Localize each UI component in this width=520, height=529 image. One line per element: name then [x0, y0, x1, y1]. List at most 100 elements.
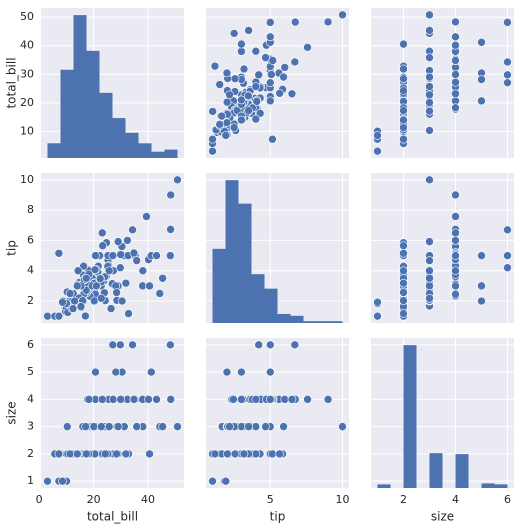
scatter-point — [76, 302, 86, 311]
histogram-bar — [429, 453, 443, 488]
scatter-point — [113, 237, 123, 246]
y-tick-label: 6 — [27, 338, 34, 351]
scatter-point — [91, 367, 100, 377]
scatter-point — [230, 449, 240, 459]
scatter-point — [280, 63, 290, 72]
histogram-bar — [125, 132, 139, 158]
scatter-point — [58, 476, 67, 486]
panel — [206, 8, 349, 158]
x-tick-label: 4 — [452, 493, 459, 506]
scatter-point — [116, 395, 125, 404]
x-tick-label: 0 — [36, 493, 43, 506]
scatter-point — [425, 237, 434, 246]
panel — [371, 338, 514, 488]
scatter-point — [106, 304, 116, 313]
scatter-point — [145, 281, 154, 291]
scatter-point — [399, 86, 408, 95]
y-tick-label: 3 — [27, 420, 34, 433]
scatter-point — [265, 32, 275, 42]
panel — [41, 8, 184, 159]
scatter-point — [123, 236, 132, 245]
y-tick-label: 50 — [20, 10, 34, 23]
scatter-point — [268, 449, 277, 459]
scatter-point — [251, 46, 261, 56]
scatter-point — [100, 449, 110, 459]
y-tick-label: 6 — [27, 233, 34, 246]
scatter-point — [173, 175, 182, 185]
scatter-point — [323, 395, 333, 404]
scatter-point — [215, 120, 225, 129]
scatter-point — [477, 296, 486, 306]
histogram-bar — [73, 15, 87, 159]
scatter-point — [111, 367, 121, 377]
x-axis-label: size — [431, 510, 454, 524]
histogram-bar — [151, 151, 165, 158]
scatter-point — [166, 395, 176, 404]
scatter-point — [503, 18, 512, 27]
panel — [206, 338, 349, 488]
scatter-point — [323, 17, 333, 27]
x-axis-label: total_bill — [87, 510, 138, 524]
x-tick-label: 5 — [267, 493, 274, 506]
scatter-point — [54, 249, 64, 258]
y-axis-label: tip — [5, 240, 19, 256]
panel — [371, 173, 514, 323]
y-axis-label: total_bill — [5, 57, 19, 108]
scatter-point — [261, 422, 270, 431]
scatter-point — [144, 395, 153, 404]
scatter-point — [268, 134, 277, 144]
scatter-point — [451, 56, 460, 65]
scatter-point — [222, 97, 232, 107]
histogram-bar — [277, 313, 291, 323]
scatter-point — [210, 61, 220, 71]
scatter-point — [399, 74, 408, 84]
scatter-point — [166, 225, 175, 234]
scatter-point — [477, 251, 486, 260]
scatter-point — [425, 90, 434, 100]
scatter-point — [210, 449, 220, 459]
scatter-point — [275, 89, 284, 98]
y-tick-label: 8 — [27, 203, 34, 216]
scatter-point — [237, 422, 246, 431]
histogram-bar — [290, 315, 304, 323]
histogram-bar — [60, 69, 74, 158]
scatter-point — [173, 422, 182, 431]
scatter-point — [166, 190, 176, 200]
scatter-point — [129, 248, 139, 258]
scatter-point — [58, 297, 67, 307]
histogram-bar — [377, 484, 391, 488]
scatter-point — [62, 422, 72, 431]
scatter-point — [265, 78, 275, 87]
scatter-point — [128, 225, 137, 235]
scatter-point — [117, 296, 127, 306]
scatter-point — [399, 249, 408, 258]
y-tick-label: 2 — [27, 447, 34, 460]
histogram-bar — [212, 248, 226, 323]
scatter-point — [128, 340, 137, 350]
scatter-point — [451, 77, 460, 87]
scatter-point — [65, 289, 75, 298]
scatter-point — [72, 449, 82, 459]
scatter-point — [237, 395, 246, 404]
scatter-point — [155, 289, 165, 298]
x-tick-label: 10 — [336, 493, 350, 506]
scatter-point — [116, 250, 125, 259]
scatter-point — [280, 395, 290, 404]
scatter-point — [54, 449, 64, 459]
scatter-point — [79, 261, 88, 271]
panel-background — [371, 173, 514, 323]
scatter-point — [451, 251, 460, 260]
scatter-point — [265, 395, 275, 404]
y-tick-label: 2 — [27, 294, 34, 307]
scatter-point — [221, 476, 231, 486]
panel — [41, 173, 184, 323]
scatter-point — [81, 274, 91, 283]
scatter-point — [65, 449, 75, 459]
scatter-point — [399, 288, 408, 297]
histogram-bar — [112, 118, 126, 158]
scatter-point — [221, 131, 231, 140]
scatter-point — [222, 118, 232, 128]
scatter-point — [108, 251, 118, 260]
y-tick-label: 20 — [20, 96, 34, 109]
scatter-point — [399, 278, 408, 288]
